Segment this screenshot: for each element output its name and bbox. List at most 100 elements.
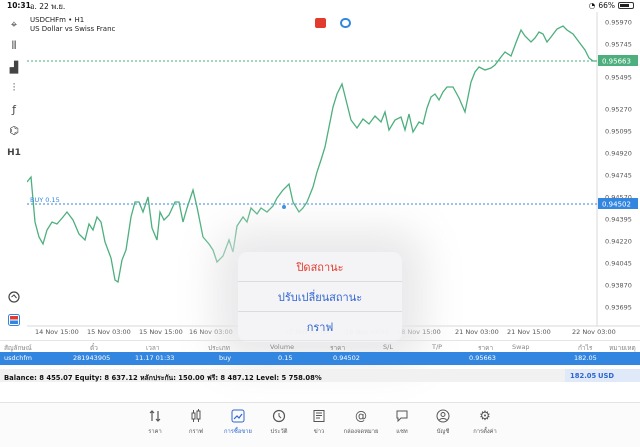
- time-axis-label: 15 Nov 15:00: [139, 328, 183, 336]
- function-icon[interactable]: ƒ: [12, 102, 16, 116]
- account-icon: [423, 408, 463, 424]
- col-time: เวลา: [146, 344, 160, 352]
- price-axis-label: 0.94220: [605, 238, 632, 246]
- nav-account[interactable]: บัญชี: [423, 408, 463, 438]
- modify-position-item[interactable]: ปรับเปลี่ยนสถานะ: [238, 282, 402, 312]
- time-axis-label: 14 Nov 15:00: [35, 328, 79, 336]
- price-axis-label: 0.94920: [605, 150, 632, 158]
- status-date: อ. 22 พ.ย.: [30, 2, 66, 11]
- sell-button[interactable]: [315, 18, 326, 28]
- battery-label: 66%: [598, 1, 615, 10]
- row-volume: 0.15: [278, 354, 293, 362]
- col-swap: Swap: [512, 343, 530, 351]
- price-axis-label: 0.95970: [605, 19, 632, 27]
- balance-bar: Balance: 8 455.07 Equity: 8 637.12 หลักป…: [0, 369, 640, 382]
- time-axis-label: 16 Nov 03:00: [189, 328, 233, 336]
- row-open-price: 0.94502: [333, 354, 360, 362]
- timeframe-icon[interactable]: H1: [7, 148, 21, 158]
- symbol-title: USDCHFm • H1: [30, 16, 85, 24]
- nav-news[interactable]: ข่าว: [299, 408, 339, 438]
- position-price-box: [598, 198, 638, 209]
- col-type: ประเภท: [208, 344, 230, 352]
- time-axis-label: 21 Nov 03:00: [455, 328, 499, 336]
- row-ticket: 281943905: [73, 354, 111, 362]
- balance-strip: [0, 369, 640, 382]
- position-line-label: BUY 0.15: [30, 196, 60, 204]
- history-icon: [259, 408, 299, 424]
- price-axis-label: 0.95095: [605, 128, 632, 136]
- nav-mailbox-label: กล่องจดหมาย: [343, 429, 379, 435]
- position-context-menu: ปิดสถานะ ปรับเปลี่ยนสถานะ กราฟ: [238, 252, 402, 342]
- nav-chart[interactable]: กราฟ: [176, 408, 216, 438]
- nav-trade[interactable]: การซื้อขาย: [218, 408, 258, 438]
- price-axis-label: 0.95745: [605, 41, 632, 49]
- nav-quotes[interactable]: ราคา: [135, 408, 175, 438]
- nav-chat-label: แชท: [396, 429, 408, 435]
- trade-icon: [218, 408, 258, 424]
- chat-icon: [382, 408, 422, 424]
- nav-account-label: บัญชี: [436, 429, 450, 435]
- nav-news-label: ข่าว: [313, 429, 325, 435]
- bid-price-box: [598, 55, 638, 66]
- bar-chart-icon[interactable]: ▟: [9, 60, 19, 74]
- price-axis-label: 0.93870: [605, 282, 632, 290]
- crosshair-icon[interactable]: ⌖: [10, 18, 18, 31]
- row-symbol: usdchfm: [4, 354, 32, 362]
- row-type: buy: [219, 354, 232, 362]
- news-icon: [299, 408, 339, 424]
- settings-icon: ⚙: [479, 408, 491, 424]
- chart-item[interactable]: กราฟ: [306, 321, 334, 334]
- quotes-icon: [135, 408, 175, 424]
- nav-settings-label: การตั้งค่า: [473, 429, 497, 435]
- col-comment: หมายเหตุ: [609, 344, 636, 352]
- balance-total: 182.05: [570, 372, 597, 380]
- price-axis-label: 0.93695: [605, 304, 632, 312]
- col-current-price: ราคา: [478, 344, 494, 352]
- status-bar: 10:31 อ. 22 พ.ย. ◔ 66%: [0, 0, 640, 12]
- bottom-nav: ราคา กราฟ การซื้อขาย ประวัติ ข่าว: [0, 402, 640, 447]
- balance-summary: Balance: 8 455.07 Equity: 8 637.12 หลักป…: [4, 374, 322, 382]
- col-volume: Volume: [270, 343, 295, 351]
- table-row[interactable]: usdchfm 281943905 11.17 01:33 buy 0.15 0…: [0, 352, 640, 365]
- indicator-sliders-icon[interactable]: ⫶: [12, 81, 16, 94]
- col-tp: T/P: [432, 343, 443, 351]
- price-axis-label: 0.94745: [605, 172, 632, 180]
- balance-currency: USD: [598, 372, 615, 380]
- nav-quotes-label: ราคา: [148, 429, 162, 435]
- wifi-icon: ◔: [588, 1, 596, 10]
- col-profit: กำไร: [578, 344, 593, 352]
- positions-header: สัญลักษณ์ ตั๋ว เวลา ประเภท Volume ราคา S…: [0, 340, 640, 352]
- objects-icon[interactable]: ⌬: [9, 123, 19, 137]
- close-position-item[interactable]: ปิดสถานะ: [238, 252, 402, 282]
- bid-price-label: 0.95663: [602, 58, 631, 66]
- col-symbol: สัญลักษณ์: [4, 344, 32, 352]
- nav-settings[interactable]: ⚙ การตั้งค่า: [465, 408, 505, 438]
- row-time: 11.17 01:33: [135, 354, 175, 362]
- status-time: 10:31: [7, 1, 31, 10]
- price-axis-label: 0.94045: [605, 260, 632, 268]
- position-price-label: 0.94502: [602, 201, 631, 209]
- status-right: ◔ 66%: [589, 1, 634, 10]
- candlestick-icon[interactable]: ⫴: [11, 39, 17, 52]
- price-axis-label: 0.95495: [605, 74, 632, 82]
- time-axis-label: 21 Nov 15:00: [507, 328, 551, 336]
- one-click-trading-icon[interactable]: [4, 311, 24, 329]
- row-profit: 182.05: [574, 354, 597, 362]
- zoom-icon[interactable]: [4, 288, 24, 306]
- chart-icon: [176, 408, 216, 424]
- symbol-info: USDCHFm • H1 US Dollar vs Swiss Franc: [30, 16, 115, 34]
- col-sl: S/L: [383, 343, 393, 351]
- symbol-description: US Dollar vs Swiss Franc: [30, 25, 116, 33]
- mailbox-icon: @: [355, 409, 367, 423]
- nav-trade-label: การซื้อขาย: [224, 429, 252, 435]
- nav-history[interactable]: ประวัติ: [259, 408, 299, 438]
- time-axis-label: 18 Nov 15:00: [397, 328, 441, 336]
- nav-chat[interactable]: แชท: [382, 408, 422, 438]
- battery-icon: [618, 2, 634, 9]
- nav-mailbox[interactable]: @ กล่องจดหมาย: [341, 408, 381, 438]
- price-axis-label: 0.94395: [605, 216, 632, 224]
- price-axis-label: 0.95270: [605, 106, 632, 114]
- nav-history-label: ประวัติ: [270, 429, 288, 435]
- buy-button[interactable]: [340, 18, 351, 28]
- col-ticket: ตั๋ว: [90, 344, 98, 352]
